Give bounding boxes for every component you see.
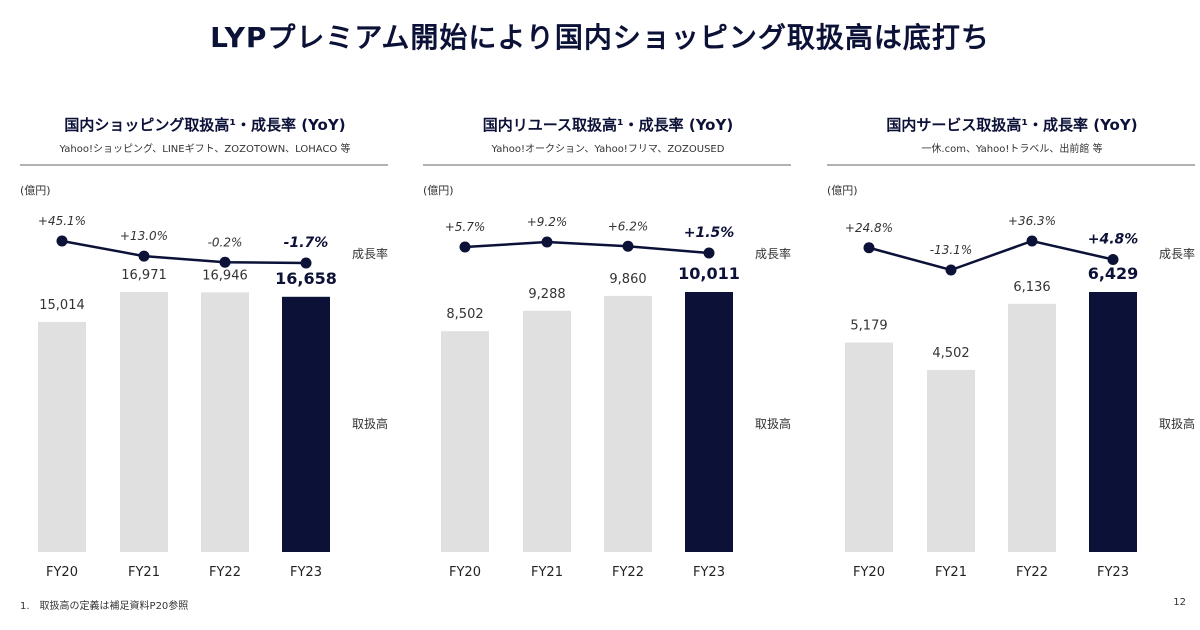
value-label: 6,136	[1013, 280, 1050, 295]
value-label: 16,946	[202, 268, 248, 283]
chart-panel-1: 国内ショッピング取扱高¹・成長率 (YoY) Yahoo!ショッピング、LINEギ…	[20, 116, 388, 580]
value-label: 10,011	[678, 264, 740, 283]
value-label: 9,288	[528, 287, 565, 302]
growth-label: +9.2%	[527, 215, 568, 229]
growth-point	[300, 257, 312, 269]
unit-label: (億円)	[20, 184, 51, 197]
bar-fy20	[441, 331, 489, 552]
growth-series-label: 成長率	[755, 246, 791, 261]
growth-label: +13.0%	[120, 229, 168, 243]
bar-fy22	[604, 295, 652, 552]
chart-subtitle: Yahoo!オークション、Yahoo!フリマ、ZOZOUSED	[491, 143, 725, 155]
bar-fy22	[201, 292, 249, 552]
value-label: 16,658	[275, 269, 337, 288]
value-label: 5,179	[850, 319, 887, 334]
growth-line	[868, 239, 1114, 272]
growth-point	[622, 240, 634, 252]
growth-point	[703, 247, 715, 259]
x-tick-label: FY20	[46, 565, 78, 580]
bar-fy20	[845, 342, 893, 552]
x-tick-label: FY21	[531, 565, 563, 580]
x-tick-label: FY20	[853, 565, 885, 580]
growth-label: -1.7%	[284, 235, 329, 251]
chart-subtitle: 一休.com、Yahoo!トラベル、出前館 等	[921, 142, 1102, 155]
x-tick-label: FY23	[1097, 565, 1129, 580]
value-label: 16,971	[121, 268, 167, 283]
value-label: 9,860	[609, 272, 646, 287]
value-series-label: 取扱高	[1159, 416, 1195, 431]
value-series-label: 取扱高	[352, 416, 388, 431]
x-tick-label: FY23	[693, 565, 725, 580]
growth-series-label: 成長率	[1159, 246, 1195, 261]
growth-label: +6.2%	[608, 219, 649, 233]
bar-fy22	[1008, 303, 1056, 552]
growth-point	[1107, 253, 1119, 265]
x-tick-label: FY22	[209, 565, 241, 580]
bar-fy21	[523, 310, 571, 552]
growth-series-label: 成長率	[352, 246, 388, 261]
growth-point	[945, 264, 957, 276]
page-number: 12	[1173, 597, 1186, 608]
growth-point	[863, 242, 875, 254]
value-label: 15,014	[39, 298, 85, 313]
x-tick-label: FY21	[128, 565, 160, 580]
value-label: 8,502	[446, 307, 483, 322]
growth-line	[464, 240, 710, 255]
value-series-label: 取扱高	[755, 416, 791, 431]
x-tick-label: FY20	[449, 565, 481, 580]
growth-label: +1.5%	[684, 225, 735, 241]
value-label: 4,502	[932, 346, 969, 361]
growth-label: +36.3%	[1008, 214, 1056, 228]
growth-label: -13.1%	[930, 243, 972, 257]
chart-panel-2: 国内リユース取扱高¹・成長率 (YoY) Yahoo!オークション、Yahoo!フ…	[423, 116, 791, 580]
chart-title: 国内サービス取扱高¹・成長率 (YoY)	[886, 116, 1137, 134]
bar-fy21	[120, 292, 168, 552]
bar-fy23	[685, 292, 733, 552]
growth-label: +45.1%	[38, 214, 86, 228]
bar-fy23	[1089, 292, 1137, 552]
growth-label: +24.8%	[845, 221, 893, 235]
chart-title: 国内リユース取扱高¹・成長率 (YoY)	[483, 116, 733, 134]
unit-label: (億円)	[827, 184, 858, 197]
growth-point	[541, 236, 553, 248]
growth-point	[1026, 235, 1038, 247]
growth-point	[459, 241, 471, 253]
x-tick-label: FY22	[612, 565, 644, 580]
growth-point	[56, 235, 68, 247]
x-tick-label: FY21	[935, 565, 967, 580]
chart-panel-3: 国内サービス取扱高¹・成長率 (YoY) 一休.com、Yahoo!トラベル、出前…	[827, 116, 1195, 580]
chart-subtitle: Yahoo!ショッピング、LINEギフト、ZOZOTOWN、LOHACO 等	[59, 142, 351, 155]
growth-label: +5.7%	[445, 220, 486, 234]
bar-fy20	[38, 321, 86, 552]
growth-point	[219, 256, 231, 268]
chart-title: 国内ショッピング取扱高¹・成長率 (YoY)	[64, 116, 345, 134]
bar-fy23	[282, 296, 330, 552]
value-label: 6,429	[1088, 264, 1139, 283]
growth-point	[138, 250, 150, 262]
growth-label: +4.8%	[1088, 231, 1139, 247]
bar-fy21	[927, 369, 975, 552]
growth-line	[61, 239, 307, 265]
unit-label: (億円)	[423, 184, 454, 197]
x-tick-label: FY23	[290, 565, 322, 580]
footnote: 1. 取扱高の定義は補足資料P20参照	[20, 601, 189, 612]
growth-label: -0.2%	[208, 235, 243, 249]
x-tick-label: FY22	[1016, 565, 1048, 580]
slide-title: LYPプレミアム開始により国内ショッピング取扱高は底打ち	[210, 21, 990, 54]
